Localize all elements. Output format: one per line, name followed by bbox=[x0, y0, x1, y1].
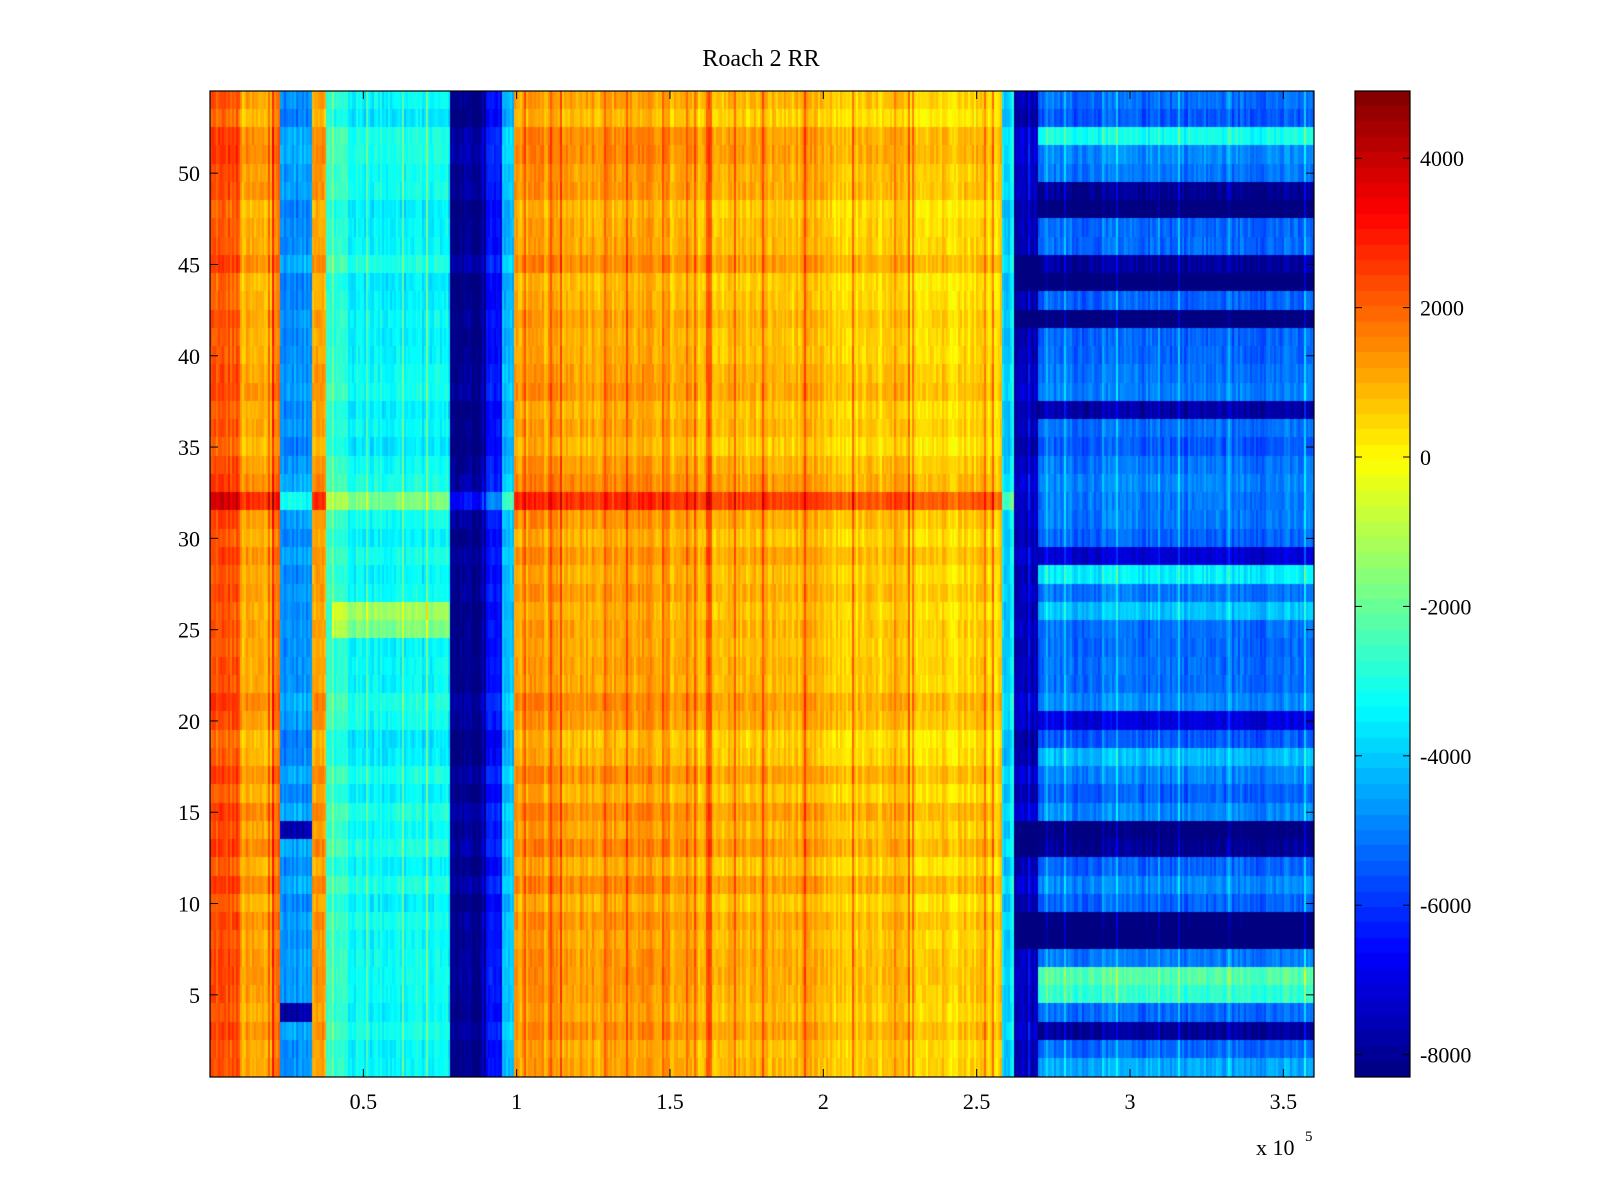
colorbar-tick-label: 0 bbox=[1420, 445, 1431, 470]
x-tick-label: 2.5 bbox=[963, 1089, 991, 1114]
colorbar-frame bbox=[1354, 90, 1411, 1078]
x-tick-label: 2 bbox=[818, 1089, 829, 1114]
colorbar-tick-label: 4000 bbox=[1420, 146, 1464, 171]
x-axis-multiplier-base: x 10 bbox=[1256, 1135, 1295, 1160]
y-tick-label: 40 bbox=[178, 344, 200, 369]
colorbar-gradient bbox=[1355, 91, 1410, 1077]
y-axis-ticks: 5 10 15 20 25 30 35 40 45 50 bbox=[178, 161, 1314, 1008]
x-tick-label: 1 bbox=[511, 1089, 522, 1114]
y-tick-label: 20 bbox=[178, 709, 200, 734]
chart-title: Roach 2 RR bbox=[702, 46, 819, 72]
heatmap-image-container bbox=[210, 91, 1314, 1077]
x-axis-ticks: 0.5 1 1.5 2 2.5 3 3.5 bbox=[350, 91, 1298, 1114]
x-tick-label: 0.5 bbox=[350, 1089, 378, 1114]
x-tick-label: 3.5 bbox=[1270, 1089, 1298, 1114]
y-tick-label: 35 bbox=[178, 435, 200, 460]
y-tick-label: 5 bbox=[189, 983, 200, 1008]
y-tick-label: 45 bbox=[178, 252, 200, 277]
colorbar-gradient-container bbox=[1355, 91, 1410, 1077]
x-axis-multiplier-exponent: 5 bbox=[1305, 1129, 1313, 1145]
heatmap-cells bbox=[210, 91, 1314, 1077]
y-tick-label: 25 bbox=[178, 618, 200, 643]
colorbar-tick-label: -8000 bbox=[1420, 1043, 1471, 1068]
y-tick-label: 50 bbox=[178, 161, 200, 186]
x-axis-multiplier: x 10 5 bbox=[1256, 1129, 1313, 1160]
y-tick-label: 30 bbox=[178, 526, 200, 551]
colorbar-tick-label: 2000 bbox=[1420, 296, 1464, 321]
colorbar-tick-label: -2000 bbox=[1420, 594, 1471, 619]
plot-area: 0.5 1 1.5 2 2.5 3 3.5 5 10 15 20 25 30 35 40 45 50 bbox=[178, 90, 1315, 1114]
colorbar-ticks: 4000 2000 0 -2000 -4000 -6000 -8000 bbox=[1355, 146, 1471, 1068]
plot-frame bbox=[209, 90, 1315, 1078]
x-tick-label: 1.5 bbox=[656, 1089, 684, 1114]
colorbar-tick-label: -6000 bbox=[1420, 893, 1471, 918]
y-tick-label: 10 bbox=[178, 892, 200, 917]
colorbar: 4000 2000 0 -2000 -4000 -6000 -8000 bbox=[1354, 90, 1471, 1078]
colorbar-tick-label: -4000 bbox=[1420, 744, 1471, 769]
y-tick-label: 15 bbox=[178, 800, 200, 825]
x-tick-label: 3 bbox=[1125, 1089, 1136, 1114]
